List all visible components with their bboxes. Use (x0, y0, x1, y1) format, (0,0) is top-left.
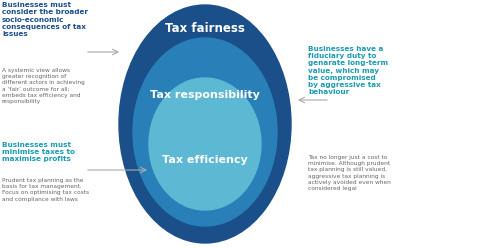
Ellipse shape (119, 5, 291, 243)
Text: A systemic view allows
greater recognition of
different actors in achieving
a ‘f: A systemic view allows greater recogniti… (2, 68, 85, 104)
Ellipse shape (149, 78, 261, 210)
Text: Tax responsibility: Tax responsibility (150, 90, 260, 100)
Text: Tax efficiency: Tax efficiency (162, 155, 248, 165)
Text: Tax fairness: Tax fairness (165, 22, 245, 34)
Text: Businesses must
minimise taxes to
maximise profits: Businesses must minimise taxes to maximi… (2, 142, 75, 162)
Text: Prudent tax planning as the
basis for tax management.
Focus on optimising tax co: Prudent tax planning as the basis for ta… (2, 178, 89, 202)
Text: Businesses have a
fiduciary duty to
genarate long-term
value, which may
be compr: Businesses have a fiduciary duty to gena… (308, 46, 388, 95)
Ellipse shape (133, 38, 277, 226)
Text: Businesses must
consider the broader
socio-economic
consequences of tax
issues: Businesses must consider the broader soc… (2, 2, 88, 37)
Text: Tax no longer just a cost to
minimise. Although prudent
tax planning is still va: Tax no longer just a cost to minimise. A… (308, 155, 391, 191)
